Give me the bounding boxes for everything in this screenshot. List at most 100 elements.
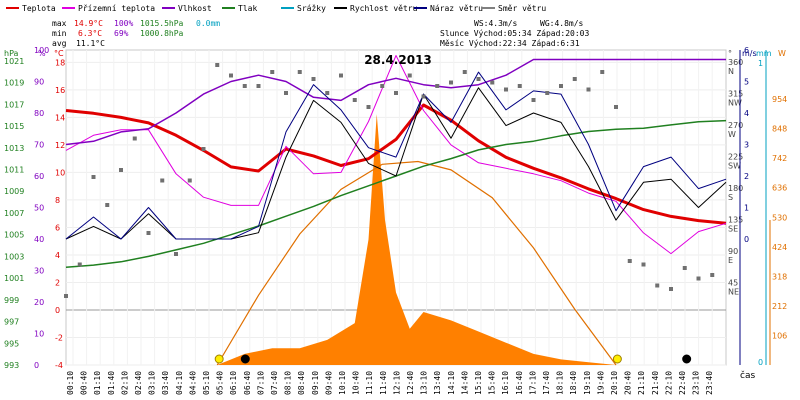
legend-item-label: Přízemní teplota [78,4,155,13]
hpa-tick-label: 1001 [4,274,24,283]
time-tick-label: 21:40 [651,371,660,395]
pct-tick-label: 50 [34,204,44,213]
time-tick-label: 08:40 [297,371,306,395]
hpa-tick-label: 1013 [4,144,24,153]
legend-item-label: Směr větru [498,4,546,13]
dir-tick-label: 45 [728,279,738,288]
wind-direction-point [559,84,563,88]
mm-unit-label: mm [756,49,772,58]
stats-max-hum: 100% [114,19,133,28]
hpa-tick-label: 1015 [4,122,24,131]
wind-direction-point [449,80,453,85]
time-tick-label: 16:40 [515,371,524,395]
time-tick-label: 15:10 [474,371,483,395]
axes: 00:10 00:40 01:10 01:40 02:10 02:40 03:10 03:40… [4,46,787,395]
legend-item-label: Rychlost větru [350,4,418,13]
ms-tick-label: 2 [744,172,749,181]
time-tick-label: 11:40 [379,371,388,395]
dir-tick-name: SE [728,225,738,234]
hpa-tick-label: 999 [4,296,19,305]
wind-direction-point [504,87,508,92]
time-tick-label: 18:10 [556,371,565,395]
moonrise-marker [682,354,692,364]
temp-tick-label: 10 [55,168,65,177]
hpa-tick-label: 997 [4,318,19,327]
wind-direction-point [572,77,577,81]
wind-direction-point [531,98,536,102]
dir-tick-label: 360 [728,58,743,67]
time-tick-label: 23:10 [692,371,701,395]
wind-direction-point [256,84,261,88]
wind-direction-point [614,105,618,109]
pct-tick-label: 90 [34,78,44,87]
wind-direction-point [187,178,192,183]
dir-tick-name: NE [728,288,739,297]
mm-tick-label: 1 [758,59,763,68]
hpa-unit-label: hPa [4,49,19,58]
wind-direction-point [586,87,591,92]
wind-direction-point [696,276,701,281]
legend-item-label: Teplota [22,4,56,13]
wind-direction-points [64,63,715,298]
hpa-tick-label: 1005 [4,231,24,240]
time-tick-label: 19:10 [583,371,592,395]
pct-unit-label: % [38,49,46,58]
dir-tick-name: W [728,130,736,139]
dir-tick-name: SW [728,162,741,171]
info-wind-gust: WG:4.8m/s [540,19,584,28]
wind-direction-point [435,84,440,88]
temp-tick-label: 4 [55,251,60,260]
wind-direction-point [311,77,316,81]
series-lines [65,55,727,268]
legend: Teplota Přízemní teplota Vlhkost Tlak Srážky… [6,4,546,13]
legend-item-label: Náraz větru [430,4,483,13]
dir-tick-name: NW [728,99,742,108]
series-line-p-zemn-teplota [65,55,727,255]
wind-direction-point [77,262,82,267]
time-tick-label: 18:40 [569,371,578,395]
x-axis-label: čas [740,370,755,381]
dir-tick-label: 270 [728,121,743,130]
dir-tick-name: E [728,256,733,265]
pct-tick-label: 70 [34,141,44,150]
hpa-tick-label: 1021 [4,57,24,66]
sun-moon-markers [214,354,692,364]
wind-direction-point [132,136,137,141]
time-tick-label: 06:40 [243,371,252,395]
wind-direction-point [490,80,495,85]
wind-direction-point [201,147,206,151]
temp-tick-label: 8 [55,196,60,205]
w-tick-label: 742 [772,154,787,163]
wind-direction-point [641,262,646,267]
time-tick-label: 21:10 [637,371,646,395]
hpa-tick-label: 1007 [4,209,24,218]
wind-direction-point [517,84,522,88]
temp-tick-label: 18 [55,58,65,67]
time-tick-label: 12:10 [392,371,401,395]
temp-tick-label: 16 [55,86,65,95]
time-tick-label: 05:40 [216,371,225,395]
dir-unit-label: ° [728,49,732,58]
ms-tick-label: 3 [744,141,749,150]
time-tick-label: 22:40 [678,371,687,395]
w-tick-label: 106 [772,331,787,340]
pct-tick-label: 40 [34,235,44,244]
time-tick-label: 12:40 [406,371,415,395]
series-line-n-raz-v-tru [65,71,727,240]
stats-min-temp: 6.3°C [78,29,102,38]
sunset-marker [612,354,622,364]
time-tick-label: 04:40 [188,371,197,395]
time-tick-label: 22:10 [664,371,673,395]
wind-direction-point [627,259,632,263]
series-line-vlhkost [65,58,726,146]
moonset-marker [240,354,250,364]
hpa-tick-label: 995 [4,339,19,348]
ms-tick-label: 4 [744,109,749,118]
pct-tick-label: 100 [34,46,49,55]
hpa-tick-label: 1017 [4,100,24,109]
wind-direction-point [160,178,165,183]
stats-avg-label: avg [52,39,67,48]
time-tick-label: 20:40 [624,371,633,395]
wind-direction-point [325,91,330,95]
stats-max-press: 1015.5hPa [140,19,184,28]
